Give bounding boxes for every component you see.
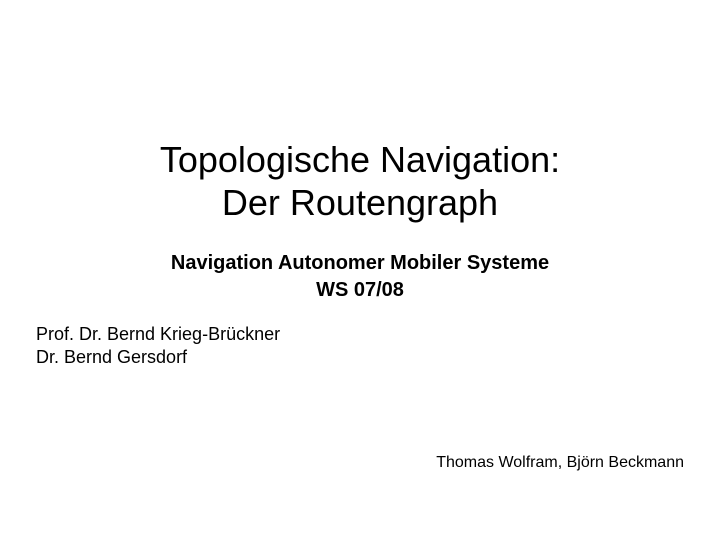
subtitle-line-1: Navigation Autonomer Mobiler Systeme xyxy=(0,250,720,277)
subtitle-block: Navigation Autonomer Mobiler Systeme WS … xyxy=(0,250,720,304)
professor-line-2: Dr. Bernd Gersdorf xyxy=(36,346,280,369)
professor-line-1: Prof. Dr. Bernd Krieg-Brückner xyxy=(36,323,280,346)
title-block: Topologische Navigation: Der Routengraph xyxy=(0,138,720,224)
subtitle-line-2: WS 07/08 xyxy=(0,277,720,304)
title-line-1: Topologische Navigation: xyxy=(0,138,720,181)
title-line-2: Der Routengraph xyxy=(0,181,720,224)
slide: Topologische Navigation: Der Routengraph… xyxy=(0,0,720,540)
authors-block: Thomas Wolfram, Björn Beckmann xyxy=(436,454,684,472)
professors-block: Prof. Dr. Bernd Krieg-Brückner Dr. Bernd… xyxy=(36,323,280,370)
authors-line: Thomas Wolfram, Björn Beckmann xyxy=(436,454,684,472)
